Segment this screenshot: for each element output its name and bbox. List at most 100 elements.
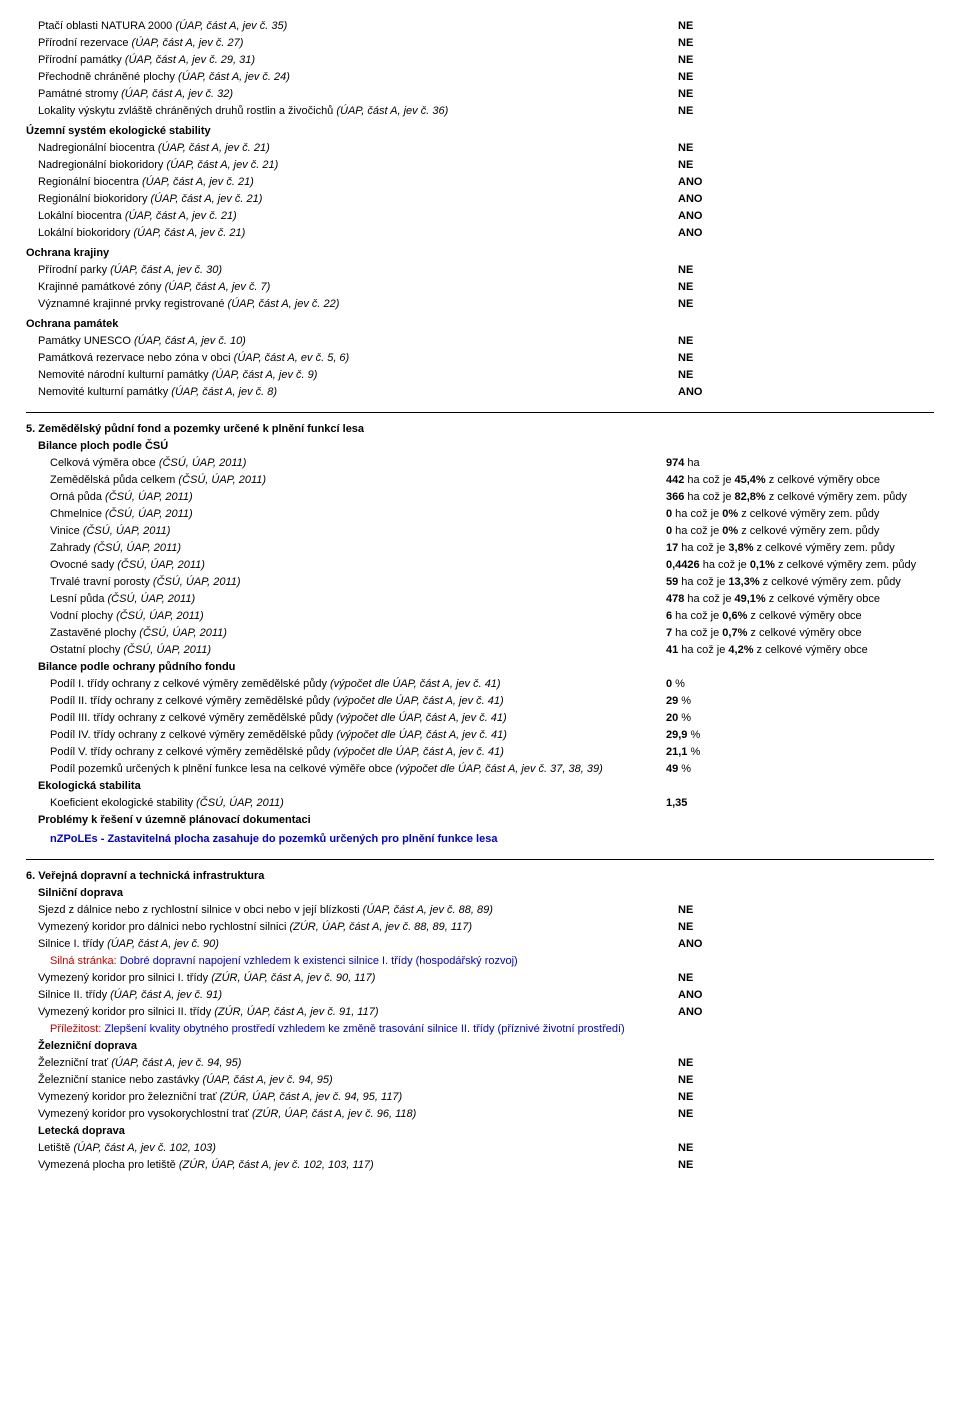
section-5-rows-1: Celková výměra obce (ČSÚ, ÚAP, 2011)974 … [26,457,934,656]
sub-heading: Ochrana památek [26,318,934,330]
row-label: Přírodní parky (ÚAP, část A, jev č. 30) [38,264,678,276]
section-6-note-1: Silná stránka: Dobré dopravní napojení v… [50,955,934,967]
data-row: Lokality výskytu zvláště chráněných druh… [38,105,934,117]
data-row: Trvalé travní porosty (ČSÚ, ÚAP, 2011)59… [50,576,934,588]
data-row: Vymezený koridor pro dálnici nebo rychlo… [38,921,934,933]
data-row: Koeficient ekologické stability (ČSÚ, ÚA… [50,797,934,809]
data-row: Podíl V. třídy ochrany z celkové výměry … [50,746,934,758]
row-label: Vinice (ČSÚ, ÚAP, 2011) [50,525,666,537]
data-row: Přírodní parky (ÚAP, část A, jev č. 30)N… [38,264,934,276]
note-2-label: Příležitost: [50,1023,104,1035]
row-label: Podíl IV. třídy ochrany z celkové výměry… [50,729,666,741]
row-value: NE [678,105,738,117]
row-label: Ptačí oblasti NATURA 2000 (ÚAP, část A, … [38,20,678,32]
row-value-cell: 21,1 % [666,746,934,758]
data-row: Památky UNESCO (ÚAP, část A, jev č. 10)N… [38,335,934,347]
row-value: NE [678,1108,738,1120]
row-value: NE [678,335,738,347]
section-5-sub3: Ekologická stabilita [38,780,934,792]
row-label: Památné stromy (ÚAP, část A, jev č. 32) [38,88,678,100]
row-value: NE [678,904,738,916]
row-value: NE [678,37,738,49]
data-row: Železniční trať (ÚAP, část A, jev č. 94,… [38,1057,934,1069]
sub-heading: Územní systém ekologické stability [26,125,934,137]
row-label: Silnice I. třídy (ÚAP, část A, jev č. 90… [38,938,678,950]
data-row: Ptačí oblasti NATURA 2000 (ÚAP, část A, … [38,20,934,32]
section-6-title: 6. Veřejná dopravní a technická infrastr… [26,870,934,882]
section-6-sub3: Letecká doprava [38,1125,934,1137]
data-row: Regionální biocentra (ÚAP, část A, jev č… [38,176,934,188]
row-label: Vymezená plocha pro letiště (ZÚR, ÚAP, č… [38,1159,678,1171]
row-value-cell: 0,4426 ha což je 0,1% z celkové výměry z… [666,559,934,571]
row-label: Podíl pozemků určených k plnění funkce l… [50,763,666,775]
row-label: Podíl I. třídy ochrany z celkové výměry … [50,678,666,690]
row-label: Vymezený koridor pro silnici I. třídy (Z… [38,972,678,984]
data-row: Památné stromy (ÚAP, část A, jev č. 32)N… [38,88,934,100]
data-row: Přechodně chráněné plochy (ÚAP, část A, … [38,71,934,83]
row-label: Regionální biokoridory (ÚAP, část A, jev… [38,193,678,205]
section-6-sub2: Železniční doprava [38,1040,934,1052]
row-label: Orná půda (ČSÚ, ÚAP, 2011) [50,491,666,503]
row-label: Vymezený koridor pro dálnici nebo rychlo… [38,921,678,933]
sub-heading: Ochrana krajiny [26,247,934,259]
row-value: NE [678,1057,738,1069]
row-value: ANO [678,938,738,950]
data-row: Nadregionální biokoridory (ÚAP, část A, … [38,159,934,171]
row-value: NE [678,1159,738,1171]
row-value-cell: 20 % [666,712,934,724]
row-label: Památky UNESCO (ÚAP, část A, jev č. 10) [38,335,678,347]
row-label: Vymezený koridor pro silnici II. třídy (… [38,1006,678,1018]
section-4-rows: Ptačí oblasti NATURA 2000 (ÚAP, část A, … [26,20,934,398]
row-label: Ovocné sady (ČSÚ, ÚAP, 2011) [50,559,666,571]
data-row: Lokální biokoridory (ÚAP, část A, jev č.… [38,227,934,239]
row-label: Trvalé travní porosty (ČSÚ, ÚAP, 2011) [50,576,666,588]
data-row: Orná půda (ČSÚ, ÚAP, 2011)366 ha což je … [50,491,934,503]
row-label: Vymezený koridor pro vysokorychlostní tr… [38,1108,678,1120]
row-value: NE [678,369,738,381]
row-value-cell: 0 ha což je 0% z celkové výměry zem. půd… [666,525,934,537]
data-row: Vinice (ČSÚ, ÚAP, 2011)0 ha což je 0% z … [50,525,934,537]
data-row: Nemovité národní kulturní památky (ÚAP, … [38,369,934,381]
data-row: Nemovité kulturní památky (ÚAP, část A, … [38,386,934,398]
row-value: NE [678,352,738,364]
row-label: Podíl II. třídy ochrany z celkové výměry… [50,695,666,707]
row-value: NE [678,264,738,276]
row-label: Vymezený koridor pro železniční trať (ZÚ… [38,1091,678,1103]
section-6-note-2: Příležitost: Zlepšení kvality obytného p… [50,1023,934,1035]
row-value-cell: 366 ha což je 82,8% z celkové výměry zem… [666,491,934,503]
section-6-rows-2: Železniční trať (ÚAP, část A, jev č. 94,… [26,1057,934,1120]
note-1-text: Dobré dopravní napojení vzhledem k exist… [120,955,518,967]
row-value: NE [678,142,738,154]
section-5-problem: nZPoLEs - Zastavitelná plocha zasahuje d… [50,833,934,845]
data-row: Železniční stanice nebo zastávky (ÚAP, č… [38,1074,934,1086]
row-value: NE [678,921,738,933]
row-value-cell: 0 % [666,678,934,690]
section-5-rows-2: Podíl I. třídy ochrany z celkové výměry … [26,678,934,775]
section-5-rows-3: Koeficient ekologické stability (ČSÚ, ÚA… [26,797,934,809]
section-divider-5 [26,412,934,413]
section-6-rows-3: Letiště (ÚAP, část A, jev č. 102, 103)NE… [26,1142,934,1171]
data-row: Sjezd z dálnice nebo z rychlostní silnic… [38,904,934,916]
row-label: Přírodní rezervace (ÚAP, část A, jev č. … [38,37,678,49]
row-label: Letiště (ÚAP, část A, jev č. 102, 103) [38,1142,678,1154]
row-value: ANO [678,989,738,1001]
row-label: Podíl III. třídy ochrany z celkové výměr… [50,712,666,724]
row-label: Lokální biocentra (ÚAP, část A, jev č. 2… [38,210,678,222]
row-label: Přechodně chráněné plochy (ÚAP, část A, … [38,71,678,83]
row-value: ANO [678,210,738,222]
section-5-sub1: Bilance ploch podle ČSÚ [38,440,934,452]
data-row: Přírodní památky (ÚAP, část A, jev č. 29… [38,54,934,66]
data-row: Ovocné sady (ČSÚ, ÚAP, 2011)0,4426 ha co… [50,559,934,571]
row-label: Silnice II. třídy (ÚAP, část A, jev č. 9… [38,989,678,1001]
data-row: Podíl II. třídy ochrany z celkové výměry… [50,695,934,707]
section-6-sub1: Silniční doprava [38,887,934,899]
row-value-cell: 0 ha což je 0% z celkové výměry zem. půd… [666,508,934,520]
row-label: Nadregionální biocentra (ÚAP, část A, je… [38,142,678,154]
row-value-cell: 17 ha což je 3,8% z celkové výměry zem. … [666,542,934,554]
data-row: Zahrady (ČSÚ, ÚAP, 2011)17 ha což je 3,8… [50,542,934,554]
row-value: ANO [678,386,738,398]
row-label: Ostatní plochy (ČSÚ, ÚAP, 2011) [50,644,666,656]
row-value: NE [678,159,738,171]
row-label: Koeficient ekologické stability (ČSÚ, ÚA… [50,797,666,809]
data-row: Vymezený koridor pro vysokorychlostní tr… [38,1108,934,1120]
